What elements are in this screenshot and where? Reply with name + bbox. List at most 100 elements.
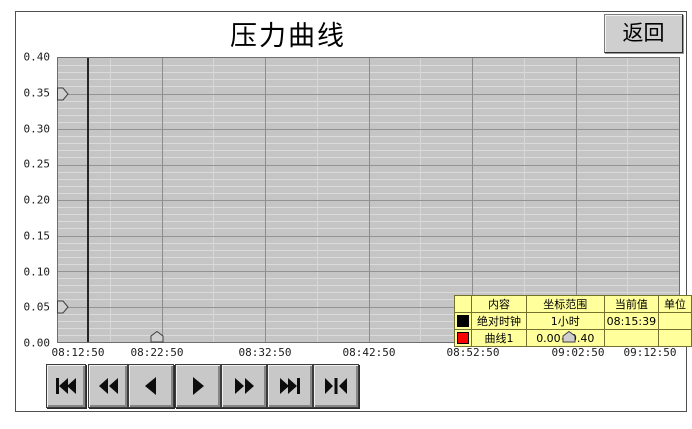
gridline xyxy=(58,214,679,215)
gridline xyxy=(58,193,679,194)
y-tick-label: 0.15 xyxy=(23,229,51,243)
gridline xyxy=(58,72,679,73)
gridline xyxy=(58,65,679,66)
gridline xyxy=(58,186,679,187)
x-tick-label: 08:42:50 xyxy=(342,346,396,359)
fast-rewind-icon xyxy=(99,378,118,394)
gridline xyxy=(58,157,679,158)
gridline xyxy=(58,172,679,173)
gridline xyxy=(58,108,679,109)
gridline xyxy=(58,278,679,279)
step-forward-button[interactable] xyxy=(175,364,221,408)
gridline xyxy=(58,335,679,336)
gridline xyxy=(58,257,679,258)
gridline xyxy=(58,79,679,80)
y-tick-label: 0.30 xyxy=(23,122,51,135)
step-forward-icon xyxy=(193,377,204,395)
gridline xyxy=(58,101,679,102)
gridline xyxy=(58,122,679,123)
y-tick-label: 0.05 xyxy=(23,300,51,314)
skip-to-end-icon xyxy=(280,378,300,394)
gridline xyxy=(58,236,679,237)
skip-to-start-button[interactable] xyxy=(46,364,86,408)
y-tick-label: 0.10 xyxy=(23,265,51,278)
gridline xyxy=(58,299,679,300)
clock-current-value: 08:15:39 xyxy=(603,312,660,330)
gridline xyxy=(472,58,473,342)
gridline xyxy=(58,292,679,293)
y-tick-label: 0.00 xyxy=(23,336,51,350)
gridline xyxy=(58,307,679,308)
gridline xyxy=(58,221,679,222)
x-cursor-handle-right[interactable] xyxy=(562,331,576,343)
legend-header-content: 内容 xyxy=(471,295,527,313)
jump-to-latest-button[interactable] xyxy=(313,364,359,408)
step-back-button[interactable] xyxy=(128,364,174,408)
gridline xyxy=(58,86,679,87)
clock-content: 绝对时钟 xyxy=(471,312,527,330)
x-tick-label: 09:12:50 xyxy=(623,346,677,359)
legend-header-unit: 单位 xyxy=(658,295,692,313)
gridline xyxy=(58,143,679,144)
page-title: 压力曲线 xyxy=(230,21,346,52)
curve1-unit xyxy=(658,329,692,347)
skip-to-start-icon xyxy=(56,378,76,394)
curve1-current-value xyxy=(603,329,660,347)
y-tick-label: 0.20 xyxy=(23,193,51,207)
gridline xyxy=(58,264,679,265)
fast-rewind-button[interactable] xyxy=(88,364,128,408)
gridline xyxy=(58,179,679,180)
gridline xyxy=(58,136,679,137)
x-cursor-handle-left[interactable] xyxy=(150,331,164,343)
legend-header-row: 内容 坐标范围 当前值 单位 xyxy=(454,295,692,313)
gridline xyxy=(58,243,679,244)
gridline xyxy=(58,150,679,151)
gridline xyxy=(58,271,679,272)
x-tick-label: 09:02:50 xyxy=(551,346,605,359)
y-tick-label: 0.25 xyxy=(23,157,51,171)
step-back-icon xyxy=(145,377,156,395)
gridline xyxy=(58,314,679,315)
legend-header-swatch xyxy=(454,295,472,313)
legend-header-current: 当前值 xyxy=(603,295,660,313)
legend-row-clock: 绝对时钟 1小时 08:15:39 xyxy=(454,312,692,330)
fast-forward-icon xyxy=(235,378,254,394)
y-axis-labels: 0.40 0.35 0.30 0.25 0.20 0.15 0.10 0.05 0.00 xyxy=(2,51,51,350)
time-cursor-line[interactable] xyxy=(87,58,89,342)
x-axis-labels: 08:12:50 08:22:50 08:32:50 08:42:50 08:52:50… xyxy=(0,346,692,360)
gridline xyxy=(576,58,577,342)
gridline xyxy=(58,165,679,166)
gridline xyxy=(265,58,266,342)
y-range-handle-upper[interactable] xyxy=(57,87,69,101)
curve1-content: 曲线1 xyxy=(471,329,527,347)
x-tick-label: 08:32:50 xyxy=(238,346,292,359)
gridline xyxy=(58,200,679,201)
back-button[interactable]: 返回 xyxy=(604,14,683,53)
gridline xyxy=(58,328,679,329)
x-tick-label: 08:52:50 xyxy=(446,346,500,359)
gridline xyxy=(58,228,679,229)
clock-color-swatch xyxy=(457,315,469,327)
gridline xyxy=(58,321,679,322)
clock-unit xyxy=(658,312,692,330)
gridline xyxy=(58,129,679,130)
gridline xyxy=(58,250,679,251)
y-range-handle-lower[interactable] xyxy=(57,300,69,314)
fast-forward-button[interactable] xyxy=(221,364,267,408)
gridline xyxy=(58,285,679,286)
legend-header-range: 坐标范围 xyxy=(525,295,605,313)
gridline xyxy=(58,207,679,208)
x-tick-label: 08:12:50 xyxy=(51,346,105,359)
y-tick-label: 0.40 xyxy=(23,50,51,64)
gridline xyxy=(369,58,370,342)
skip-to-end-button[interactable] xyxy=(267,364,313,408)
x-tick-label: 08:22:50 xyxy=(130,346,184,359)
jump-to-latest-icon xyxy=(325,378,347,394)
gridline xyxy=(162,58,163,342)
legend-table: 内容 坐标范围 当前值 单位 绝对时钟 1小时 08:15:39 曲线1 0.0… xyxy=(454,295,692,347)
clock-range: 1小时 xyxy=(525,312,605,330)
curve1-color-swatch xyxy=(457,332,469,344)
y-tick-label: 0.35 xyxy=(23,86,51,100)
gridline xyxy=(58,94,679,95)
